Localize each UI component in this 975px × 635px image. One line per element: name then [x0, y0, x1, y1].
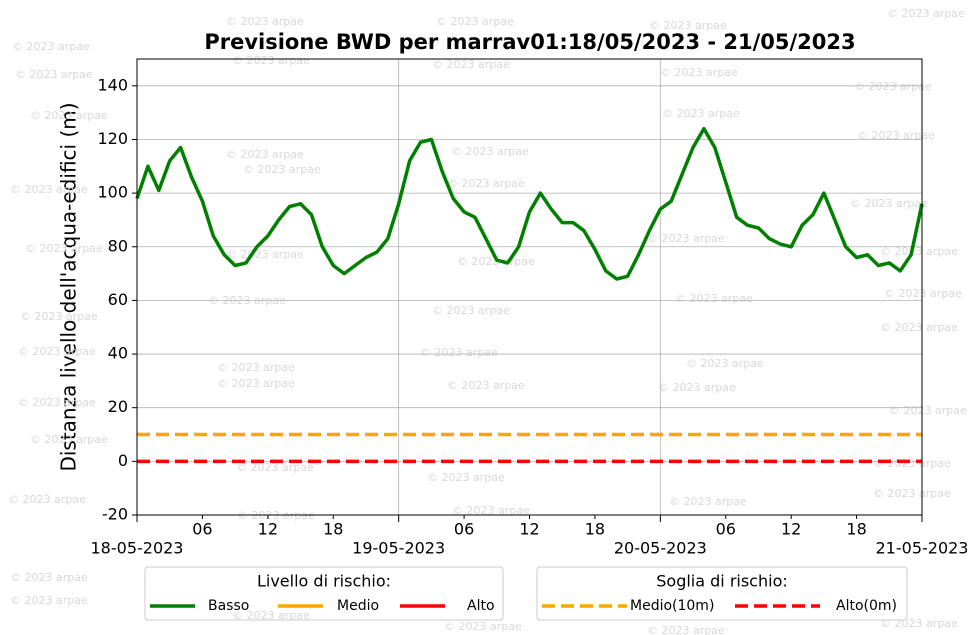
y-tick-label: 20	[108, 397, 128, 416]
watermark: © 2023 arpae	[873, 487, 951, 500]
legend-label: Alto	[467, 598, 495, 614]
y-tick-label: 40	[108, 344, 128, 363]
watermark: © 2023 arpae	[662, 107, 740, 120]
legend-label: Medio(10m)	[630, 598, 714, 614]
x-tick-label: 12	[519, 520, 539, 539]
watermark: © 2023 arpae	[30, 433, 108, 446]
legend-label: Alto(0m)	[836, 598, 897, 614]
legend-label: Basso	[208, 598, 249, 614]
watermark: © 2023 arpae	[226, 15, 304, 28]
watermark: © 2023 arpae	[10, 571, 88, 584]
x-tick-label: 20-05-2023	[614, 539, 707, 558]
watermark: © 2023 arpae	[889, 404, 967, 417]
watermark: © 2023 arpae	[658, 381, 736, 394]
watermark: © 2023 arpae	[20, 310, 98, 323]
x-tick-label: 18	[323, 520, 343, 539]
legend-label: Medio	[337, 598, 379, 614]
watermark: © 2023 arpae	[686, 357, 764, 370]
watermark: © 2023 arpae	[232, 609, 310, 622]
watermark: © 2023 arpae	[884, 287, 962, 300]
legend-title: Livello di rischio:	[257, 572, 391, 591]
watermark: © 2023 arpae	[30, 109, 108, 122]
watermark: © 2023 arpae	[880, 321, 958, 334]
watermark: © 2023 arpae	[873, 457, 951, 470]
y-tick-label: -20	[102, 505, 128, 524]
y-tick-label: 0	[118, 451, 128, 470]
x-tick-label: 18-05-2023	[91, 539, 184, 558]
watermark: © 2023 arpae	[217, 361, 295, 374]
watermark: © 2023 arpae	[880, 617, 958, 630]
watermark: © 2023 arpae	[427, 471, 505, 484]
watermark: © 2023 arpae	[880, 245, 958, 258]
watermark: © 2023 arpae	[452, 504, 530, 517]
watermark: © 2023 arpae	[10, 594, 88, 607]
chart-title: Previsione BWD per marrav01:18/05/2023 -…	[204, 30, 855, 54]
watermark: © 2023 arpae	[451, 145, 529, 158]
watermark: © 2023 arpae	[447, 177, 525, 190]
legend-title: Soglia di rischio:	[656, 572, 788, 591]
watermark: © 2023 arpae	[420, 346, 498, 359]
x-tick-label: 21-05-2023	[876, 539, 969, 558]
watermark: © 2023 arpae	[8, 493, 86, 506]
watermark: © 2023 arpae	[432, 304, 510, 317]
watermark: © 2023 arpae	[25, 242, 103, 255]
watermark: © 2023 arpae	[226, 148, 304, 161]
plot	[132, 58, 924, 522]
x-tick-label: 18	[585, 520, 605, 539]
watermark: © 2023 arpae	[236, 461, 314, 474]
watermark: © 2023 arpae	[660, 66, 738, 79]
watermark: © 2023 arpae	[850, 197, 928, 210]
y-tick-label: 120	[97, 129, 128, 148]
x-tick-label: 18	[846, 520, 866, 539]
y-tick-label: 140	[97, 75, 128, 94]
watermark: © 2023 arpae	[432, 58, 510, 71]
x-tick-label: 19-05-2023	[352, 539, 445, 558]
watermark: © 2023 arpae	[857, 129, 935, 142]
x-tick-label: 06	[454, 520, 474, 539]
watermark: © 2023 arpae	[226, 248, 304, 261]
watermark: © 2023 arpae	[232, 54, 310, 67]
watermark: © 2023 arpae	[436, 15, 514, 28]
watermark: © 2023 arpae	[12, 40, 90, 53]
watermark: © 2023 arpae	[447, 379, 525, 392]
watermark: © 2023 arpae	[649, 19, 727, 32]
x-tick-label: 06	[192, 520, 212, 539]
data-line	[135, 126, 924, 281]
watermark: © 2023 arpae	[675, 292, 753, 305]
watermark: © 2023 arpae	[854, 80, 932, 93]
watermark: © 2023 arpae	[647, 232, 725, 245]
x-tick-label: 12	[781, 520, 801, 539]
plot-frame	[136, 58, 923, 516]
y-tick-label: 100	[97, 183, 128, 202]
watermark: © 2023 arpae	[18, 345, 96, 358]
watermark: © 2023 arpae	[18, 396, 96, 409]
y-tick-label: 80	[108, 236, 128, 255]
y-axis-label: Distanza livello dell'acqua-edifici (m)	[57, 102, 81, 471]
watermark: © 2023 arpae	[647, 624, 725, 635]
watermark: © 2023 arpae	[669, 495, 747, 508]
watermark: © 2023 arpae	[887, 7, 965, 20]
watermark: © 2023 arpae	[10, 183, 88, 196]
y-tick-label: 60	[108, 290, 128, 309]
watermark: © 2023 arpae	[15, 68, 93, 81]
x-tick-label: 06	[716, 520, 736, 539]
watermark: © 2023 arpae	[217, 377, 295, 390]
watermark: © 2023 arpae	[243, 163, 321, 176]
x-tick-label: 12	[258, 520, 278, 539]
watermark: © 2023 arpae	[444, 620, 522, 633]
